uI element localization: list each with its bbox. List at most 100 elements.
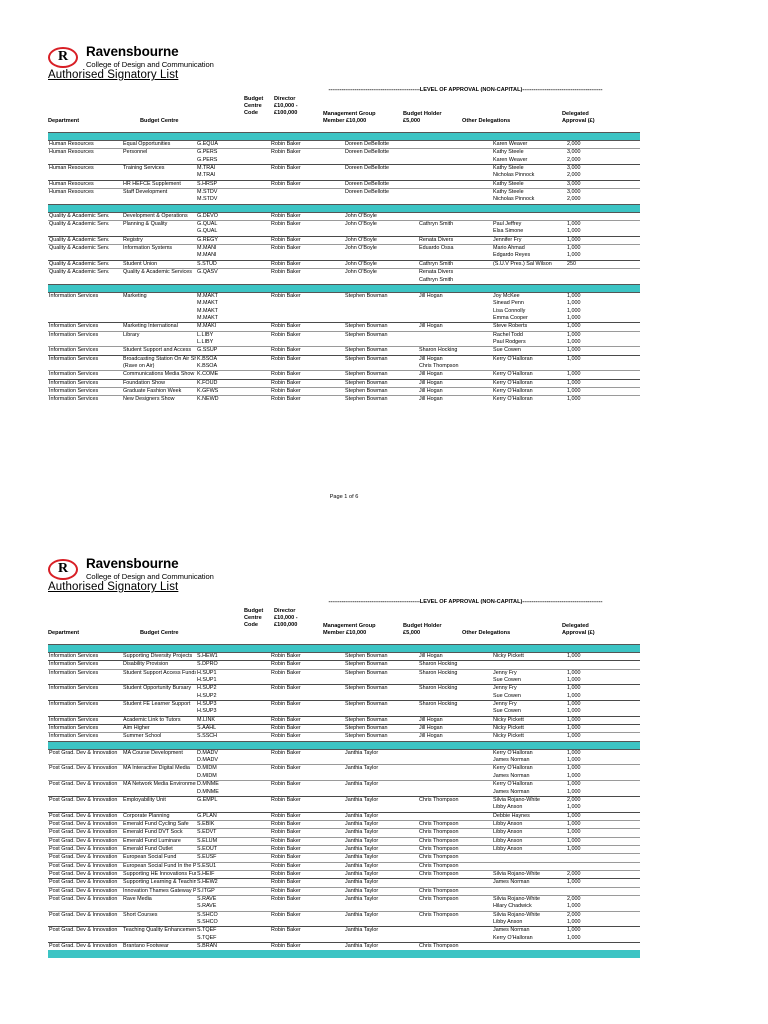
cell-amt — [566, 861, 640, 871]
table-row[interactable]: M.MAKT Sinead Penn 1,000 — [48, 300, 640, 307]
table-row[interactable]: H.SUP1 Sue Cowen 1,000 — [48, 677, 640, 685]
cell-mgm: Stephen Bowman — [344, 700, 418, 709]
table-row[interactable]: Information Services Graduate Fashion Wee… — [48, 386, 640, 396]
table-row[interactable]: Post Grad. Dev & Innovation Emerald Fund … — [48, 836, 640, 846]
table-row[interactable]: Quality & Academic Serv. Planning & Quali… — [48, 220, 640, 229]
table-row[interactable]: Information Services Broadcasting Station… — [48, 354, 640, 363]
table-row[interactable]: Information Services Disability Provision… — [48, 660, 640, 670]
cell-amt — [566, 660, 640, 670]
table-row[interactable]: Information Services Student Support Acce… — [48, 668, 640, 678]
cell-code: G.QUAL — [196, 220, 270, 229]
table-row[interactable]: Information Services Supporting Diversity… — [48, 653, 640, 661]
table-row[interactable]: Information Services Academic Link to Tut… — [48, 715, 640, 725]
table-row[interactable]: Post Grad. Dev & Innovation Corporate Pla… — [48, 811, 640, 821]
table-row[interactable]: Information Services Foundation Show K.FOU… — [48, 378, 640, 388]
brand-tagline: College of Design and Communication — [86, 571, 214, 581]
table-row[interactable]: Quality & Academic Serv. Registry G.REGY Ro… — [48, 235, 640, 245]
table-row[interactable]: Human Resources HR HEFCE Supplement S.HRSP… — [48, 179, 640, 189]
cell-bh: Jill Hogan — [418, 322, 492, 332]
table-row[interactable]: Human Resources Staff Development M.STDV Do… — [48, 188, 640, 197]
cell-od: Kerry O'Halloran — [492, 378, 566, 388]
table-row[interactable]: Information Services New Designers Show K.… — [48, 395, 640, 404]
table-row[interactable]: Information Services Marketing M.MAKT Robin… — [48, 292, 640, 300]
table-row[interactable]: Information Services Student Support and … — [48, 346, 640, 356]
table-row[interactable]: Information Services Library L.LIBY Robin B… — [48, 330, 640, 339]
table-row[interactable]: Post Grad. Dev & Innovation Emerald Fund … — [48, 844, 640, 854]
table-row[interactable]: Human Resources Training Services M.TRAI Ro… — [48, 164, 640, 173]
table-row[interactable]: Libby Anson 1,000 — [48, 804, 640, 812]
cell-dir — [270, 773, 344, 781]
cell-code: D.MADV — [197, 757, 218, 764]
table-row[interactable]: Post Grad. Dev & Innovation MA Course Dev… — [48, 749, 640, 757]
table-row[interactable]: Post Grad. Dev & Innovation Supporting Le… — [48, 878, 640, 888]
table-row[interactable]: S.RAVE Hilary Chadwick 1,000 — [48, 903, 640, 911]
table-row[interactable]: Information Services Student Opportunity … — [48, 684, 640, 693]
table-row[interactable]: G.QUAL Elsa Simone 1,000 — [48, 228, 640, 236]
cell-code: G.DEVO — [197, 212, 218, 219]
cell-bh — [418, 935, 492, 943]
table-row[interactable]: (Rave on Air) K.BSOA Chris Thompson — [48, 363, 640, 371]
table-row[interactable]: Post Grad. Dev & Innovation MA Interactiv… — [48, 764, 640, 773]
table-row[interactable]: S.TQEF Kerry O'Halloran 1,000 — [48, 935, 640, 943]
table-row[interactable]: Cathryn Smith — [48, 277, 640, 285]
cell-dept: Information Services — [48, 322, 122, 332]
cell-dir: Robin Baker — [270, 926, 344, 935]
table-row[interactable]: M.MANI Edgardo Reyes 1,000 — [48, 252, 640, 260]
cell-dir: Robin Baker — [271, 653, 301, 659]
cell-mgm: Stephen Bowman — [344, 668, 418, 678]
table-row[interactable]: S.SHCO Libby Anson 1,000 — [48, 919, 640, 927]
table-row[interactable]: Quality & Academic Serv. Information Syst… — [48, 244, 640, 253]
table-row[interactable]: Post Grad. Dev & Innovation European Soci… — [48, 861, 640, 871]
cell-amt: 1,000 — [566, 235, 640, 245]
table-row[interactable]: Information Services Aim Higher S.AAHL Robi… — [48, 724, 640, 733]
table-row[interactable]: Post Grad. Dev & Innovation Rave Media S.R… — [48, 894, 640, 904]
table-row[interactable]: M.MAKT Emma Cooper 1,000 — [48, 315, 640, 323]
cell-mgm — [344, 252, 418, 260]
cell-dept — [48, 172, 122, 180]
table-row[interactable]: Information Services Student FE Learner S… — [48, 700, 640, 709]
cell-od: Nicholas Pinnock — [493, 196, 535, 203]
table-row[interactable]: G.PERS Karen Weaver 2,000 — [48, 157, 640, 165]
table-row[interactable]: Post Grad. Dev & Innovation Innovation Th… — [48, 886, 640, 896]
table-row[interactable]: D.MNME James Norman 1,000 — [48, 789, 640, 797]
cell-od — [492, 886, 566, 896]
table-row[interactable]: M.TRAI Nicholas Pinnock 2,000 — [48, 172, 640, 180]
table-row[interactable]: Post Grad. Dev & Innovation Emerald Fund … — [48, 828, 640, 838]
table-row[interactable]: Quality & Academic Serv. Development & Op… — [48, 212, 640, 220]
table-row[interactable]: Information Services Summer School S.SSCH R… — [48, 732, 640, 742]
cell-dir: Robin Baker — [270, 395, 344, 404]
cell-amt: 2,000 — [567, 141, 581, 147]
cell-bc: Student Union — [122, 259, 196, 269]
cell-od: Libby Anson — [492, 819, 566, 829]
table-row[interactable]: Post Grad. Dev & Innovation Employability… — [48, 795, 640, 805]
table-row[interactable]: M.MAKT Lisa Connolly 1,000 — [48, 308, 640, 315]
cell-dir: Robin Baker — [270, 886, 344, 896]
cell-mgm — [344, 773, 418, 781]
cell-amt — [566, 942, 640, 951]
table-row[interactable]: Post Grad. Dev & Innovation Teaching Qual… — [48, 926, 640, 935]
table-row[interactable]: Post Grad. Dev & Innovation Short Courses… — [48, 910, 640, 919]
table-row[interactable]: Quality & Academic Serv. Student Union S.S… — [48, 259, 640, 269]
table-row[interactable]: Information Services Communications Media… — [48, 370, 640, 380]
table-row[interactable]: H.SUP2 Sue Cowen 1,000 — [48, 693, 640, 701]
table-row[interactable]: Post Grad. Dev & Innovation Emerald Fund … — [48, 819, 640, 829]
cell-bh: Jill Hogan — [418, 724, 492, 733]
table-row[interactable]: Post Grad. Dev & Innovation Supporting HE… — [48, 869, 640, 879]
cell-amt: 1,000 — [567, 300, 581, 307]
table-row[interactable]: Human Resources Equal Opportunities G.EQUA… — [48, 141, 640, 149]
table-row[interactable]: M.STDV Nicholas Pinnock 2,000 — [48, 196, 640, 204]
table-row[interactable]: L.LIBY Paul Rodgers 1,000 — [48, 339, 640, 347]
cell-dept: Information Services — [48, 330, 122, 339]
cell-bh: Chris Thompson — [418, 844, 492, 854]
cell-dir: Robin Baker — [270, 164, 344, 173]
table-row[interactable]: Information Services Marketing Internatio… — [48, 322, 640, 332]
table-row[interactable]: Quality & Academic Serv. Quality & Academ… — [48, 268, 640, 277]
table-row[interactable]: D.MADV James Norman 1,000 — [48, 757, 640, 765]
table-row[interactable]: Human Resources Personnel G.PERS Robin Bake… — [48, 148, 640, 157]
table-row[interactable]: Post Grad. Dev & Innovation Brantano Foot… — [48, 942, 640, 951]
col-header-other-delegations: Other Delegations — [462, 118, 511, 124]
table-row[interactable]: H.SUP3 Sue Cowen 1,000 — [48, 708, 640, 716]
table-row[interactable]: Post Grad. Dev & Innovation European Soci… — [48, 853, 640, 863]
table-row[interactable]: D.MIDM James Norman 1,000 — [48, 773, 640, 781]
table-row[interactable]: Post Grad. Dev & Innovation MA Network Me… — [48, 780, 640, 789]
